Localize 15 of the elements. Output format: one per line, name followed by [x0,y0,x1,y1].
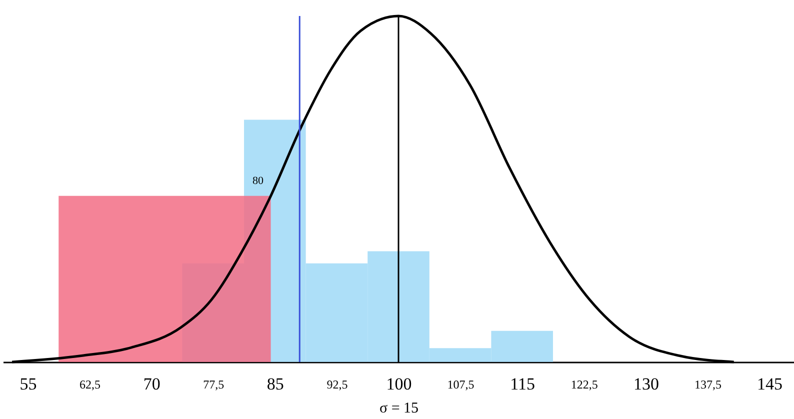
x-tick-label: 92,5 [326,378,348,392]
x-tick-label: 55 [20,374,37,394]
x-axis-title: σ = 15 [379,400,419,416]
x-tick-label: 70 [143,374,160,394]
x-tick-label: 145 [757,374,783,394]
x-tick-label: 85 [266,374,284,394]
x-tick-label: 122,5 [570,378,598,392]
annotation: 80 [252,175,264,187]
x-tick-label: 137,5 [694,378,722,392]
x-tick-label: 100 [386,374,412,394]
x-tick-label: 77,5 [203,378,224,392]
x-tick-label: 62,5 [80,378,101,392]
x-tick-label: 130 [633,374,659,394]
x-tick-label: 115 [510,374,536,394]
x-tick-label: 107,5 [447,378,474,392]
